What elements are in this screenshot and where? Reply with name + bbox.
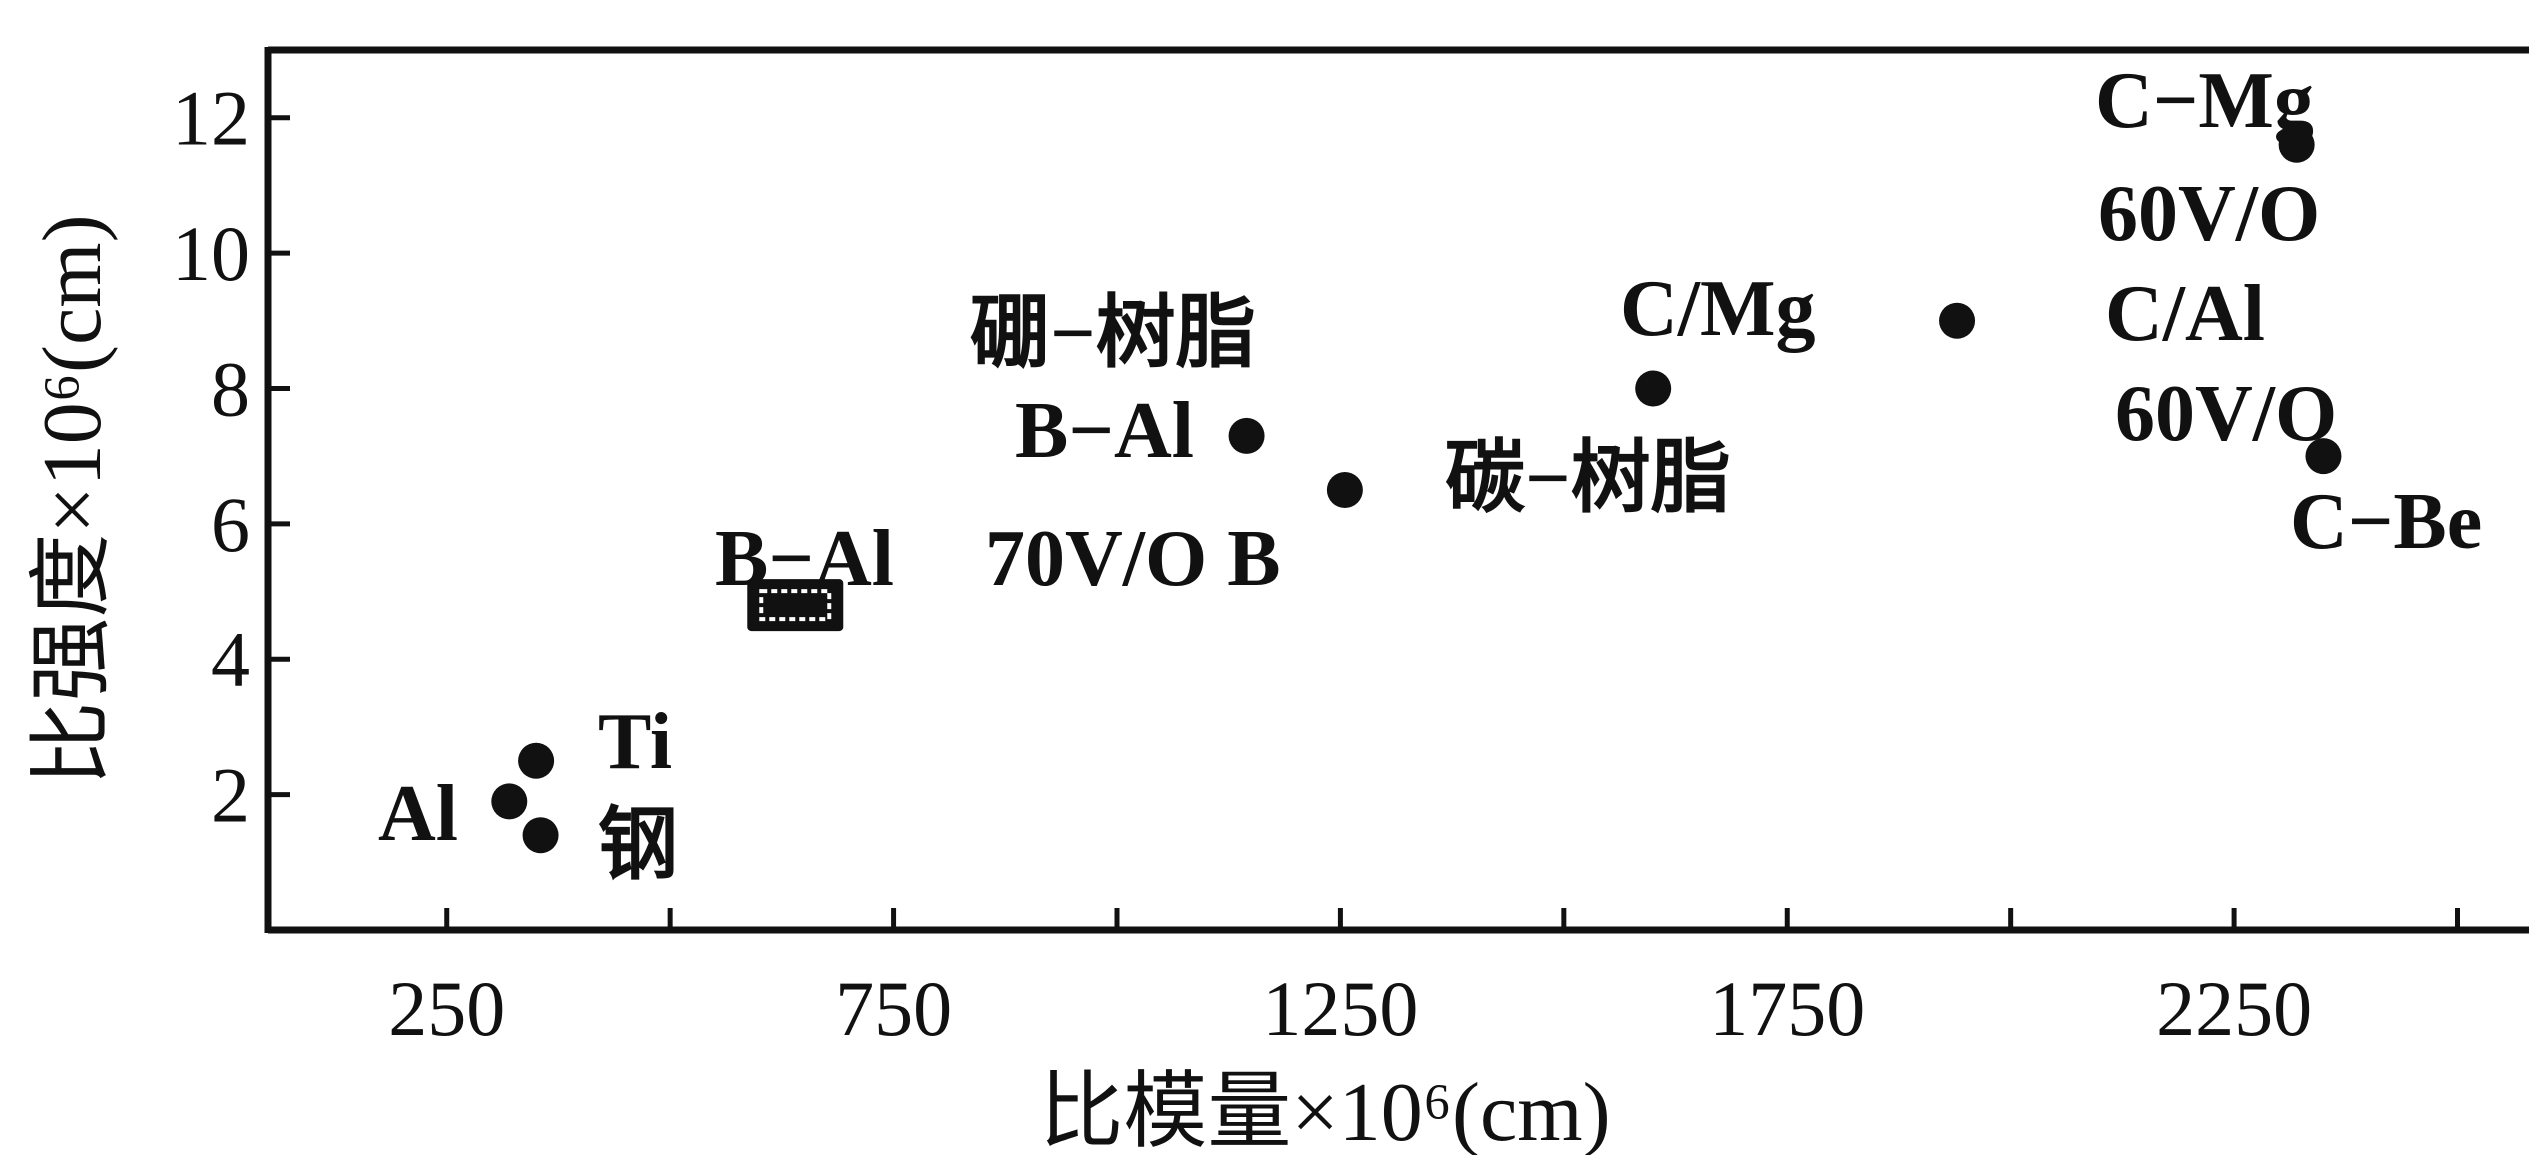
annotation-boron-resin: 硼−树脂 xyxy=(970,290,1256,378)
x-axis-label: 比模量×10⁶(cm) xyxy=(1039,1066,1610,1155)
annotation-c-mg: C−Mg xyxy=(2095,57,2314,145)
x-tick-label: 250 xyxy=(388,965,505,1052)
annotation-al: Al xyxy=(378,770,458,858)
point-marker-c-mg xyxy=(1635,370,1672,407)
x-tick-label: 2250 xyxy=(2156,965,2312,1052)
point-marker-c-al-60v-o xyxy=(1939,302,1976,339)
annotation-b-al: B−Al xyxy=(1015,387,1194,475)
annotation-carbon-resin: 碳−树脂 xyxy=(1445,435,1731,523)
y-tick-label: 10 xyxy=(172,210,250,297)
point-annotations: Al Ti 钢 B−Al 70V/O B 硼−树脂 B−Al 碳−树脂 C/Mg… xyxy=(378,57,2482,890)
point-marker-cn xyxy=(522,817,559,854)
annotation-b-al-square: B−Al xyxy=(715,515,894,603)
annotation-c-be: C−Be xyxy=(2290,478,2482,566)
point-marker-cn xyxy=(1326,472,1363,508)
axes xyxy=(264,46,2529,934)
data-points xyxy=(491,126,2342,854)
x-tick-label: 1750 xyxy=(1709,965,1865,1052)
x-tick-label: 750 xyxy=(835,965,952,1052)
annotation-c-al-60vo: 60V/O xyxy=(2115,370,2337,458)
point-marker-al xyxy=(491,783,528,820)
point-marker-b-al-70v-o-b xyxy=(1228,417,1265,454)
point-marker-c-be xyxy=(2305,438,2342,475)
y-tick-label: 8 xyxy=(211,345,250,432)
y-tick-label: 2 xyxy=(211,752,250,839)
annotation-c-mg-60vo: 60V/O xyxy=(2098,170,2320,258)
y-axis-ticks: 2 4 6 8 10 12 xyxy=(172,75,290,839)
point-marker-square-pattern xyxy=(759,589,832,622)
point-marker-ti xyxy=(518,742,555,779)
annotation-c-mg-slash: C/Mg xyxy=(1620,265,1816,353)
x-tick-label: 1250 xyxy=(1262,965,1418,1052)
annotation-ti: Ti xyxy=(598,698,672,786)
x-axis-ticks: 250 750 1250 1750 2250 xyxy=(388,908,2461,1052)
annotation-steel: 钢 xyxy=(598,802,678,890)
annotation-70vo-b: 70V/O B xyxy=(985,515,1281,603)
y-tick-label: 6 xyxy=(211,481,250,568)
point-marker-c-mg-60v-o xyxy=(2278,126,2315,163)
annotation-c-al: C/Al xyxy=(2105,270,2265,358)
y-axis-label: 比强度×10⁶(cm) xyxy=(26,214,119,785)
y-tick-label: 12 xyxy=(172,75,250,162)
y-tick-label: 4 xyxy=(211,616,250,703)
